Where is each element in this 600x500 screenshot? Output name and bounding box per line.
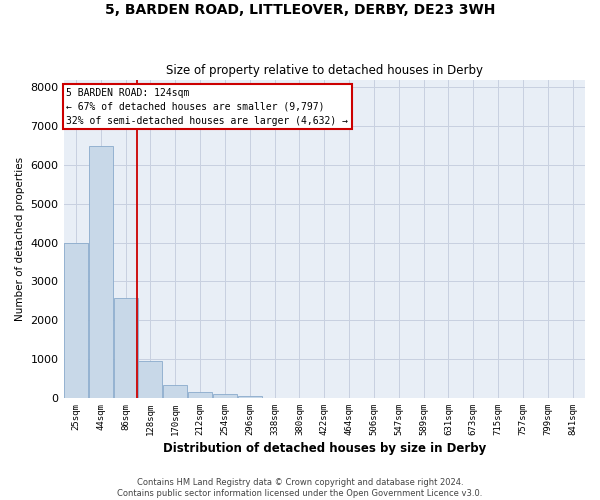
Text: 5, BARDEN ROAD, LITTLEOVER, DERBY, DE23 3WH: 5, BARDEN ROAD, LITTLEOVER, DERBY, DE23 … (105, 2, 495, 16)
X-axis label: Distribution of detached houses by size in Derby: Distribution of detached houses by size … (163, 442, 486, 455)
Title: Size of property relative to detached houses in Derby: Size of property relative to detached ho… (166, 64, 483, 77)
Bar (163, 384, 187, 398)
Bar (238, 396, 262, 398)
Y-axis label: Number of detached properties: Number of detached properties (15, 156, 25, 321)
Text: Contains HM Land Registry data © Crown copyright and database right 2024.
Contai: Contains HM Land Registry data © Crown c… (118, 478, 482, 498)
Bar (188, 392, 212, 398)
Bar (139, 361, 163, 398)
Bar (213, 394, 237, 398)
Bar (64, 244, 88, 398)
Text: 5 BARDEN ROAD: 124sqm
← 67% of detached houses are smaller (9,797)
32% of semi-d: 5 BARDEN ROAD: 124sqm ← 67% of detached … (66, 88, 348, 126)
Bar (89, 146, 113, 398)
Bar (113, 298, 137, 398)
